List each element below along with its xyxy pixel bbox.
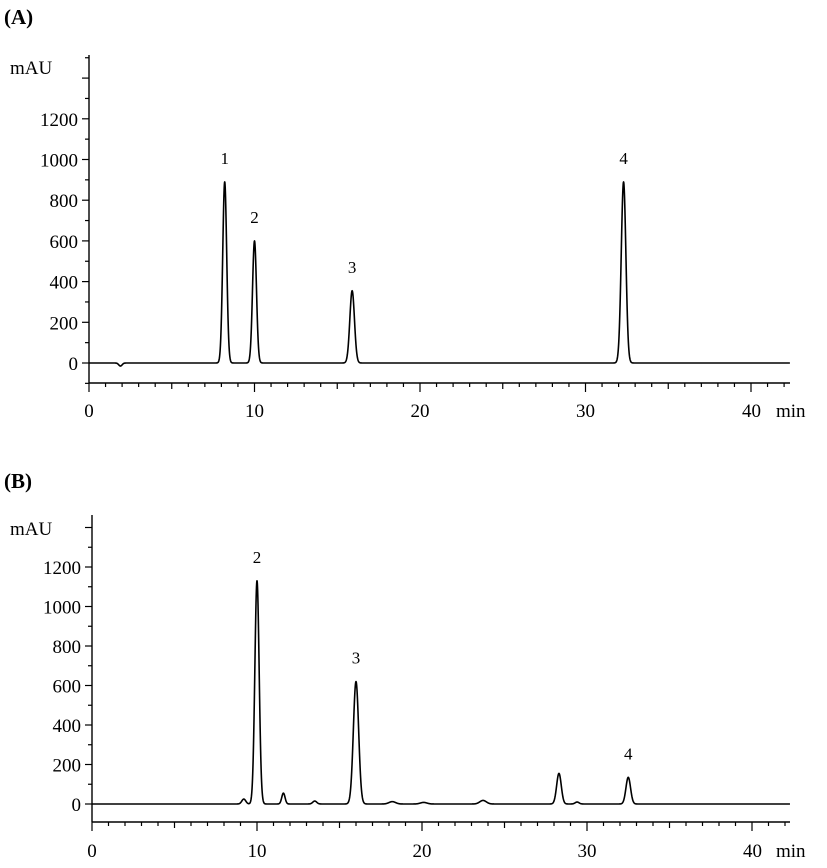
panel-b-y-tick-label: 1200 bbox=[43, 558, 81, 579]
panel-a-x-tick-label: 40 bbox=[742, 401, 761, 422]
panel-a-y-tick-label: 1000 bbox=[40, 151, 78, 172]
panel-a-peak-label-2: 2 bbox=[250, 208, 259, 227]
panel-b-x-axis-unit: min bbox=[776, 841, 806, 862]
panel-b-peak-label-3: 3 bbox=[352, 649, 361, 668]
panel-a-x-tick-label: 20 bbox=[411, 401, 430, 422]
panel-a-chromatogram-trace bbox=[88, 181, 791, 367]
panel-b-x-tick-label: 10 bbox=[248, 841, 267, 862]
panel-b-label: (B) bbox=[4, 469, 32, 493]
panel-a-peak-label-4: 4 bbox=[619, 149, 628, 168]
panel-b-x-tick-label: 0 bbox=[87, 841, 97, 862]
panel-a-y-tick-label: 200 bbox=[50, 313, 79, 334]
panel-a-peak-label-3: 3 bbox=[348, 258, 357, 277]
panel-a-x-tick-label: 30 bbox=[576, 401, 595, 422]
panel-b-y-axis-label: mAU bbox=[10, 519, 53, 540]
panel-b-x-tick-label: 40 bbox=[743, 841, 762, 862]
panel-a-plot: 0 200 400 600 800 1000 1200 0 10 20 30 40 1 2 3 4 bbox=[40, 55, 791, 422]
panel-a-x-tick-label: 10 bbox=[245, 401, 264, 422]
panel-a-y-tick-label: 0 bbox=[69, 354, 79, 375]
panel-a-y-tick-label: 400 bbox=[50, 273, 79, 294]
panel-b-peak-label-2: 2 bbox=[253, 548, 262, 567]
panel-b-chromatogram-trace bbox=[91, 580, 791, 805]
panel-b-y-tick-label: 0 bbox=[72, 795, 82, 816]
panel-b-x-tick-label: 20 bbox=[413, 841, 432, 862]
panel-a-label: (A) bbox=[4, 5, 33, 29]
panel-a-peak-label-1: 1 bbox=[220, 149, 229, 168]
panel-b-y-tick-label: 800 bbox=[53, 637, 82, 658]
panel-a-y-tick-label: 600 bbox=[50, 232, 79, 253]
panel-a-x-axis-unit: min bbox=[776, 401, 806, 422]
panel-b-y-tick-label: 400 bbox=[53, 716, 82, 737]
panel-a-y-tick-label: 1200 bbox=[40, 110, 78, 131]
panel-b-y-tick-label: 600 bbox=[53, 677, 82, 698]
panel-b-x-tick-label: 30 bbox=[578, 841, 597, 862]
panel-a-y-tick-label: 800 bbox=[50, 191, 79, 212]
panel-b-plot: 0 200 400 600 800 1000 1200 0 10 20 30 40 2 3 4 bbox=[43, 515, 791, 862]
panel-b-peak-label-4: 4 bbox=[624, 744, 633, 763]
panel-a-x-tick-label: 0 bbox=[84, 401, 94, 422]
panel-b-y-tick-label: 1000 bbox=[43, 598, 81, 619]
panel-a-y-axis-label: mAU bbox=[10, 58, 53, 79]
panel-b-y-tick-label: 200 bbox=[53, 756, 82, 777]
